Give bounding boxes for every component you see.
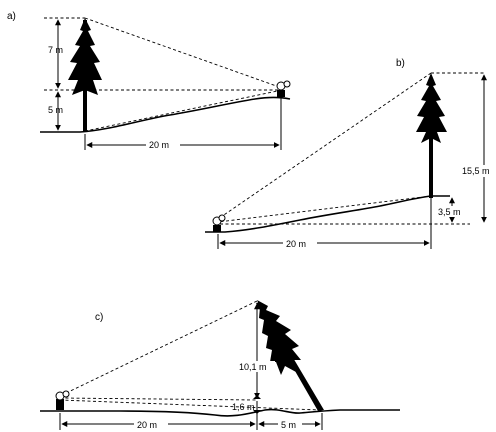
panel-a-clinometer-icon bbox=[276, 80, 291, 97]
panel-a-tree-icon bbox=[68, 18, 102, 132]
panel-a-sightline-top bbox=[84, 17, 283, 89]
panel-c-ground bbox=[40, 408, 400, 417]
panel-c-sightline-base bbox=[59, 399, 321, 411]
panel-b-tree-icon bbox=[416, 73, 447, 198]
panel-b-sightline-top bbox=[217, 72, 432, 220]
panel-c-label-10-1m: 10,1 m bbox=[239, 362, 267, 372]
panel-c-eye-level bbox=[59, 397, 258, 401]
panel-c-label: c) bbox=[95, 312, 103, 323]
panel-a-sightline-base bbox=[84, 89, 283, 132]
panel-c-clinometer-icon bbox=[55, 390, 70, 410]
panel-c-tree-icon bbox=[256, 300, 324, 411]
panel-b: b) 15,5 m 3,5 m 20 m bbox=[205, 58, 494, 249]
panel-c-sightline-top bbox=[59, 300, 258, 397]
panel-c: c) 10,1 m 1,6 m 20 m bbox=[40, 300, 400, 430]
panel-a-label: a) bbox=[7, 11, 16, 22]
panel-a-label-5m: 5 m bbox=[48, 105, 63, 115]
panel-a-label-20m: 20 m bbox=[149, 140, 169, 150]
panel-a-label-7m: 7 m bbox=[48, 45, 63, 55]
panel-b-clinometer-icon bbox=[212, 214, 226, 232]
panel-b-label-20m: 20 m bbox=[286, 239, 306, 249]
panel-b-ground bbox=[205, 195, 450, 233]
panel-c-label-20m: 20 m bbox=[137, 420, 157, 430]
panel-c-label-1-6m: 1,6 m bbox=[232, 402, 255, 412]
panel-c-label-5m: 5 m bbox=[281, 420, 296, 430]
panel-b-label-15-5m: 15,5 m bbox=[462, 166, 490, 176]
panel-a-ground bbox=[40, 96, 291, 133]
panel-a: a) 7 m 5 m 20 m bbox=[7, 11, 291, 150]
panel-b-sightline-base bbox=[217, 195, 432, 223]
panel-b-label: b) bbox=[396, 58, 405, 69]
panel-b-label-3-5m: 3,5 m bbox=[438, 207, 461, 217]
